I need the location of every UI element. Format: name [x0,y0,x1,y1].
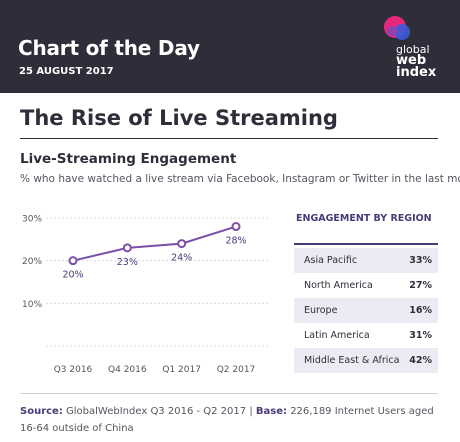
region-value: 31% [409,330,432,341]
footer-separator: | [249,406,253,417]
header-title: Chart of the Day [18,36,200,60]
data-point [68,256,78,266]
data-label: 23% [117,257,138,268]
region-value: 33% [409,255,432,266]
region-row: Middle East & Africa 42% [294,348,438,373]
header-banner: Chart of the Day 25 AUGUST 2017 global w… [0,0,460,93]
data-label: 28% [225,236,246,247]
x-tick-label: Q4 2016 [108,365,147,375]
region-table: ENGAGEMENT BY REGION Asia Pacific 33% Nort… [294,205,438,373]
chart-subtitle: % who have watched a live stream via Fac… [20,173,460,185]
logo-circle-blue [394,24,410,40]
logo-circle-purple [387,26,397,36]
footer-note: Source: GlobalWebIndex Q3 2016 - Q2 2017… [20,403,440,437]
region-table-header: ENGAGEMENT BY REGION [296,213,432,224]
x-tick-label: Q1 2017 [162,365,201,375]
globalwebindex-logo: global web index [378,14,448,86]
page-title: The Rise of Live Streaming [20,106,338,130]
base-label: Base: [255,406,287,417]
region-row: Latin America 31% [294,323,438,348]
region-value: 27% [409,280,432,291]
header-date: 25 AUGUST 2017 [19,66,114,77]
region-list: Asia Pacific 33% North America 27% Europe 16%… [294,248,438,373]
logo-text-global: global [396,43,430,56]
y-tick-label: 20% [22,257,42,267]
data-label: 20% [62,270,83,281]
title-divider [20,138,438,139]
logo-text-index: index [396,65,437,80]
data-label: 24% [171,253,192,264]
data-point [122,243,132,253]
region-row: Europe 16% [294,298,438,323]
data-point [231,222,241,232]
region-row: North America 27% [294,273,438,298]
data-point [177,239,187,249]
region-value: 42% [409,355,432,366]
base-text: 226,189 Internet Users aged 16-64 outsid… [20,406,434,434]
region-name: Asia Pacific [304,255,358,266]
region-name: Latin America [304,330,370,341]
x-tick-label: Q2 2017 [217,365,256,375]
x-tick-label: Q3 2016 [54,365,93,375]
region-value: 16% [409,305,432,316]
region-row: Asia Pacific 33% [294,248,438,273]
region-name: North America [304,280,373,291]
chart-title: Live-Streaming Engagement [20,151,237,167]
region-name: Europe [304,305,338,316]
region-name: Middle East & Africa [304,355,400,366]
source-label: Source: [20,406,63,417]
y-tick-label: 10% [22,300,42,310]
line-chart: 10% 20% 30% Q3 2016 Q4 2016 Q1 2017 Q2 2017 20%… [22,215,268,375]
region-table-rule [294,243,438,245]
logo-text-web: web [396,53,427,68]
source-text: GlobalWebIndex Q3 2016 - Q2 2017 [66,406,247,417]
footer-divider [20,393,438,394]
series-line [72,225,237,262]
y-tick-label: 30% [22,215,42,225]
